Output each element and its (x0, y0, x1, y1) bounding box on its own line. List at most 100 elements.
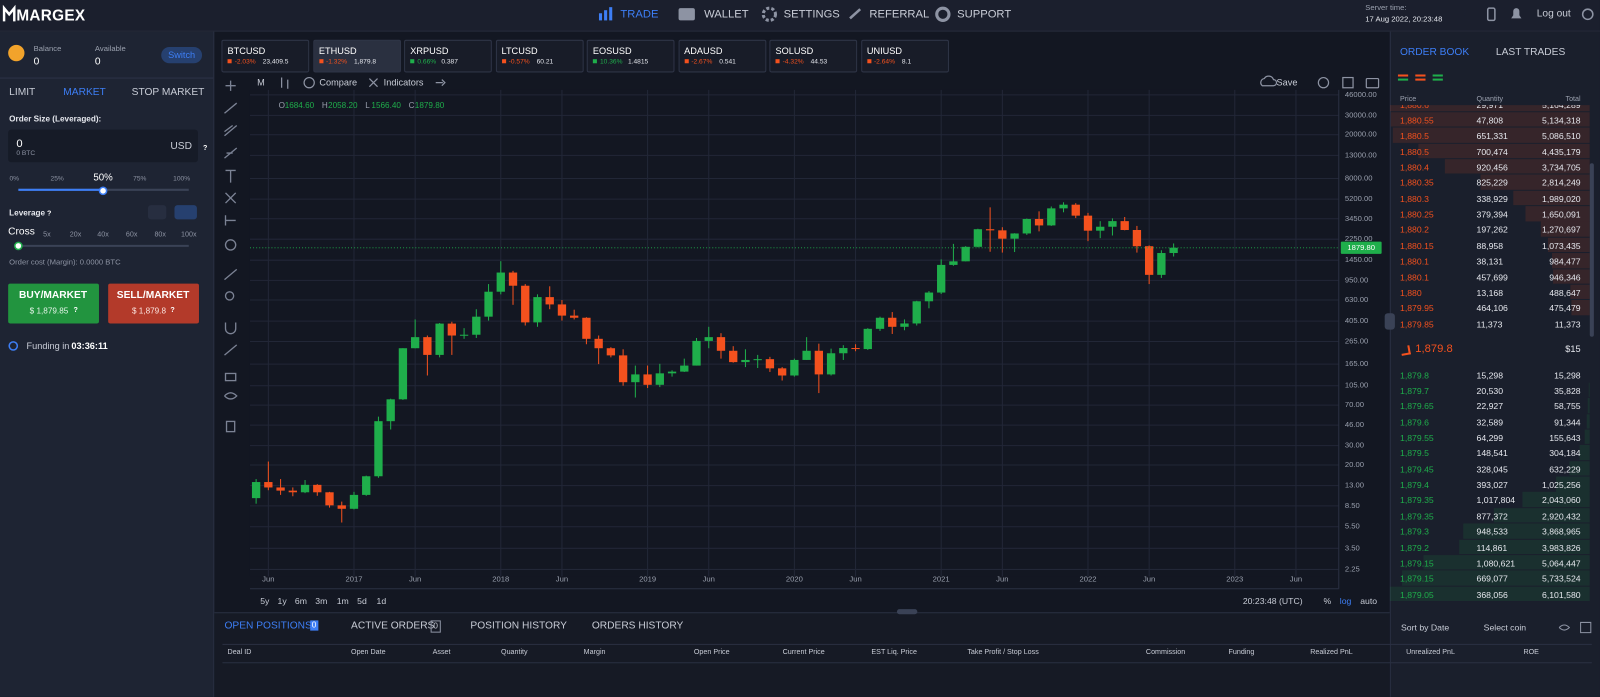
position-tools[interactable] (1558, 621, 1592, 634)
book-row[interactable]: 1,879.55 64,299 155,643 (1390, 429, 1590, 445)
range-button[interactable]: 1m (336, 595, 349, 607)
leverage-mark[interactable]: 80x (154, 231, 166, 239)
leverage-mark[interactable]: 20x (69, 231, 82, 239)
drawing-tools[interactable] (224, 80, 238, 433)
logout-icon[interactable] (1581, 8, 1594, 21)
percent-toggle[interactable]: % (1323, 595, 1332, 607)
nav-item[interactable]: REFERRAL (869, 8, 930, 21)
size-mark[interactable]: 50% (93, 172, 113, 184)
book-row[interactable]: 1,880.3 338,929 1,989,020 (1390, 190, 1590, 206)
size-mark[interactable]: 100% (173, 175, 191, 183)
book-row[interactable]: 1,879.05 368,056 6,101,580 (1389, 586, 1590, 602)
range-button[interactable]: 5d (357, 595, 367, 607)
book-row[interactable]: 1,879.95 464,106 475,479 (1390, 300, 1590, 316)
book-row[interactable]: 1,879.35 877,372 2,920,432 (1390, 507, 1590, 523)
size-slider[interactable] (18, 186, 189, 196)
resize-handle[interactable] (896, 609, 918, 615)
leverage-mark[interactable]: 40x (97, 231, 109, 239)
leverage-mark[interactable]: 5x (43, 231, 51, 239)
save[interactable]: Save (1276, 77, 1298, 88)
book-row[interactable]: 1,879.35 1,017,804 2,043,060 (1390, 492, 1590, 508)
book-tab[interactable]: LAST TRADES (1495, 46, 1566, 59)
margin-mode[interactable]: Cross (8, 226, 35, 238)
ticker[interactable]: SOLUSD -4.32% 44.53 (769, 39, 858, 73)
size-input[interactable] (8, 129, 198, 163)
ticker[interactable]: ADAUSD -2.67% 0.541 (678, 39, 766, 73)
sort[interactable]: Sort by Date (1401, 622, 1450, 633)
book-row[interactable]: 1,879.4 393,027 1,025,256 (1390, 476, 1590, 492)
auto-toggle[interactable]: auto (1360, 595, 1378, 607)
book-row[interactable]: 1,879.45 328,045 632,229 (1390, 460, 1590, 476)
ticker[interactable]: ETHUSD -1.32% 1,879.8 (312, 39, 401, 73)
book-row[interactable]: 1,880.5 651,331 5,086,510 (1390, 127, 1590, 143)
leverage-mark[interactable]: 60x (125, 231, 138, 239)
switch[interactable]: Switch (168, 49, 196, 61)
select-coin[interactable]: Select coin (1483, 622, 1527, 633)
book-tab[interactable]: ORDER BOOK (1399, 46, 1470, 59)
nav-item[interactable]: TRADE (620, 8, 659, 21)
chart-tools[interactable] (281, 75, 1380, 89)
size[interactable]: 0 (16, 137, 23, 150)
book-row[interactable]: 1,880.25 379,394 1,650,091 (1390, 206, 1590, 221)
interval[interactable]: M (257, 77, 265, 88)
pencil-button[interactable] (147, 205, 167, 220)
book-row[interactable]: 1,880 13,168 488,647 (1390, 284, 1590, 300)
book-row[interactable]: 1,879.2 114,861 3,983,826 (1390, 539, 1590, 555)
phone-icon[interactable] (1486, 7, 1496, 22)
book-row[interactable]: 1,879.15 669,077 5,733,524 (1390, 570, 1590, 586)
book-row[interactable]: 1,880.5 700,474 4,435,179 (1390, 143, 1590, 159)
order-tab[interactable]: MARKET (63, 86, 106, 98)
ticker[interactable]: UNIUSD -2.64% 8.1 (860, 39, 949, 73)
buy-button[interactable] (8, 283, 99, 324)
book-row[interactable]: 1,880.15 88,958 1,073,435 (1390, 237, 1590, 253)
ticker[interactable]: XRPUSD 0.66% 0.387 (404, 39, 492, 73)
book-row[interactable]: 1,880.4 920,456 3,734,705 (1390, 159, 1590, 174)
book-row[interactable]: 1,879.15 1,080,621 5,064,447 (1390, 555, 1590, 570)
order-tab[interactable]: STOP MARKET (131, 86, 205, 98)
buy-label[interactable]: BUY/MARKET (19, 289, 88, 302)
theme-icon[interactable] (1464, 8, 1472, 21)
nav-item[interactable]: WALLET (704, 8, 749, 21)
ticker[interactable]: LTCUSD -0.57% 60.21 (495, 39, 584, 73)
positions-tab[interactable]: OPEN POSITIONS (224, 620, 312, 632)
size-mark[interactable]: 75% (133, 175, 147, 183)
book-row[interactable]: 1,879.7 20,530 35,828 (1390, 382, 1590, 398)
book-row[interactable]: 1,879.8 15,298 15,298 (1390, 366, 1590, 382)
positions-tab[interactable]: ACTIVE ORDERS (351, 620, 435, 632)
indicators[interactable]: Indicators (383, 77, 424, 88)
nav-item[interactable]: SUPPORT (957, 8, 1012, 21)
size-mark[interactable]: 0% (9, 175, 20, 183)
book-row[interactable]: 1,880.55 47,808 5,134,318 (1390, 112, 1590, 127)
book-row[interactable]: 1,879.3 948,533 3,868,965 (1390, 523, 1590, 539)
book-row[interactable]: 1,879.5 148,541 304,184 (1390, 445, 1590, 461)
sell-button[interactable] (108, 283, 199, 324)
compare[interactable]: Compare (319, 77, 358, 88)
book-row[interactable]: 1,880.1 38,131 984,477 (1390, 253, 1590, 269)
leverage-slider[interactable] (14, 241, 189, 251)
positions-tab[interactable]: ORDERS HISTORY (591, 620, 684, 632)
range-button[interactable]: 3m (315, 595, 328, 607)
book-row[interactable]: 1,880.6 29,971 5,164,289 (1389, 105, 1590, 112)
book-row[interactable]: 1,879.6 32,589 91,344 (1390, 413, 1590, 429)
book-row[interactable]: 1,880.1 457,699 946,346 (1390, 268, 1590, 284)
ticker[interactable]: EOSUSD 10.36% 1.4815 (586, 39, 675, 73)
nav-item[interactable]: SETTINGS (783, 8, 840, 21)
logout[interactable]: Log out (1536, 8, 1571, 20)
slider-button[interactable] (174, 205, 197, 220)
positions-tab[interactable]: POSITION HISTORY (470, 620, 567, 632)
book-row[interactable]: 1,879.85 11,373 11,373 (1390, 315, 1590, 331)
ticker[interactable]: BTCUSD -2.03% 23,409.5 (221, 39, 310, 73)
range-button[interactable]: 1d (376, 595, 387, 607)
bell-icon[interactable] (1511, 8, 1522, 19)
book-view-icons[interactable] (1397, 74, 1443, 81)
range-button[interactable]: 6m (294, 595, 307, 607)
scrollbar[interactable] (1589, 163, 1594, 337)
size-mark[interactable]: 25% (50, 175, 64, 183)
switch-button[interactable] (161, 46, 203, 64)
book-row[interactable]: 1,880.2 197,262 1,270,697 (1390, 221, 1590, 237)
order-tab[interactable]: LIMIT (9, 86, 36, 98)
range-button[interactable]: 1y (277, 595, 287, 607)
book-row[interactable]: 1,880.35 825,229 2,814,249 (1390, 174, 1590, 190)
book-row[interactable]: 1,879.65 22,927 58,755 (1390, 398, 1590, 413)
collapse-handle[interactable] (1384, 313, 1395, 330)
